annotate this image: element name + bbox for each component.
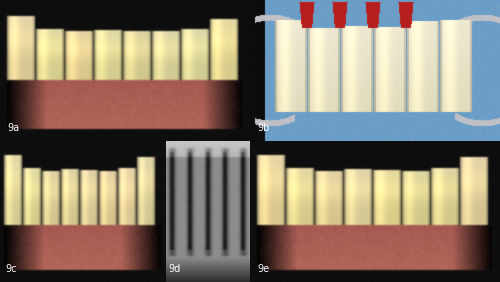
Text: 9e: 9e (258, 264, 270, 274)
Text: 9d: 9d (168, 264, 181, 274)
Text: 9b: 9b (258, 123, 270, 133)
Text: 9c: 9c (5, 264, 16, 274)
Text: 9a: 9a (8, 123, 20, 133)
